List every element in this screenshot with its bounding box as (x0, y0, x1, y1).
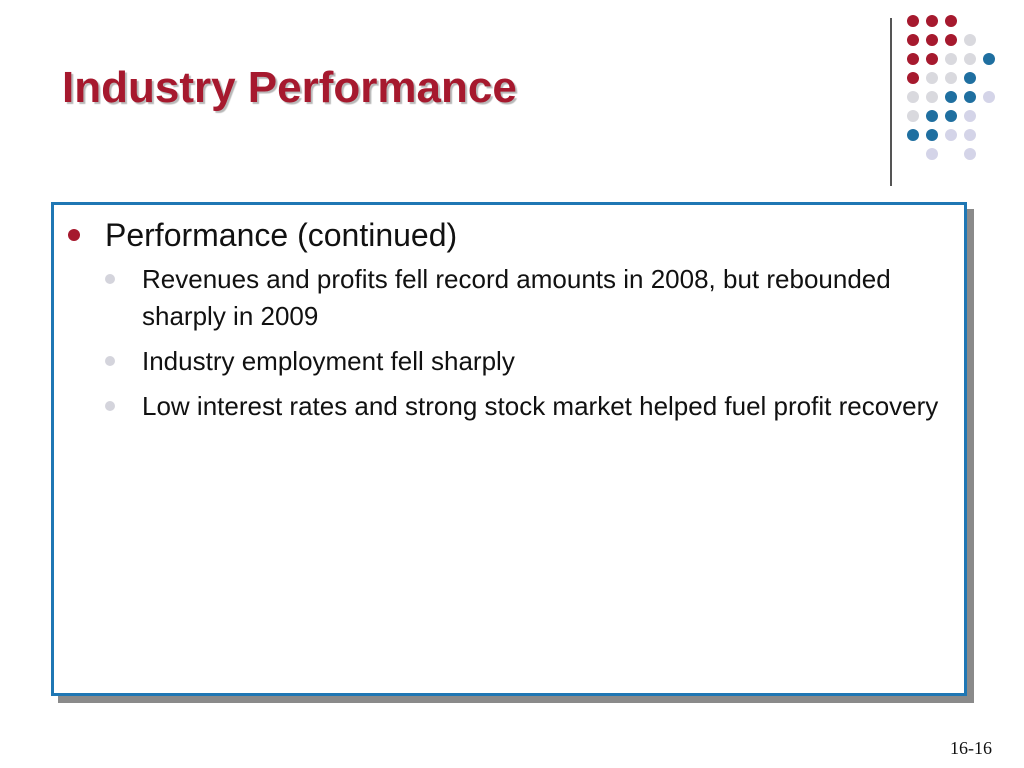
page-number: 16-16 (950, 738, 992, 758)
sub-bullet-text: Low interest rates and strong stock mark… (142, 391, 939, 421)
sub-bullet-text: Revenues and profits fell record amounts… (142, 264, 891, 331)
decorative-dot (926, 34, 938, 46)
decorative-dot (907, 34, 919, 46)
bullet-list: Performance (continued) Revenues and pro… (68, 213, 948, 433)
sub-bullet-text: Industry employment fell sharply (142, 346, 515, 376)
decorative-dot (907, 15, 919, 27)
decorative-dot (945, 34, 957, 46)
sub-bullet-item: Revenues and profits fell record amounts… (105, 261, 948, 335)
sub-bullet-item: Low interest rates and strong stock mark… (105, 388, 948, 425)
decorative-dot (907, 129, 919, 141)
slide-title: Industry Performance (62, 63, 517, 112)
sub-bullet-dot-icon (105, 401, 115, 411)
decorative-dot (926, 53, 938, 65)
decorative-dot-grid (907, 15, 1007, 165)
decorative-dot (926, 15, 938, 27)
decorative-dot (926, 129, 938, 141)
decorative-dot (964, 53, 976, 65)
decorative-dot (907, 53, 919, 65)
decorative-dot (945, 91, 957, 103)
decorative-dot (945, 15, 957, 27)
decorative-dot (926, 110, 938, 122)
decorative-dot (964, 110, 976, 122)
decorative-dot (964, 72, 976, 84)
decorative-dot (964, 91, 976, 103)
decorative-dot (983, 53, 995, 65)
decorative-dot (907, 110, 919, 122)
sub-bullet-list: Revenues and profits fell record amounts… (105, 261, 948, 425)
decorative-dot (926, 148, 938, 160)
decorative-dot (964, 34, 976, 46)
decorative-dot (945, 72, 957, 84)
decorative-dot (926, 72, 938, 84)
title-divider-line (890, 18, 892, 186)
sub-bullet-dot-icon (105, 274, 115, 284)
bullet-dot-icon (68, 229, 80, 241)
decorative-dot (907, 91, 919, 103)
sub-bullet-dot-icon (105, 356, 115, 366)
decorative-dot (964, 129, 976, 141)
decorative-dot (983, 91, 995, 103)
decorative-dot (907, 72, 919, 84)
decorative-dot (945, 53, 957, 65)
decorative-dot (964, 148, 976, 160)
decorative-dot (945, 110, 957, 122)
bullet-item: Performance (continued) Revenues and pro… (68, 213, 948, 425)
decorative-dot (945, 129, 957, 141)
decorative-dot (926, 91, 938, 103)
bullet-text: Performance (continued) (105, 217, 458, 253)
sub-bullet-item: Industry employment fell sharply (105, 343, 948, 380)
content-box: Performance (continued) Revenues and pro… (51, 202, 967, 696)
